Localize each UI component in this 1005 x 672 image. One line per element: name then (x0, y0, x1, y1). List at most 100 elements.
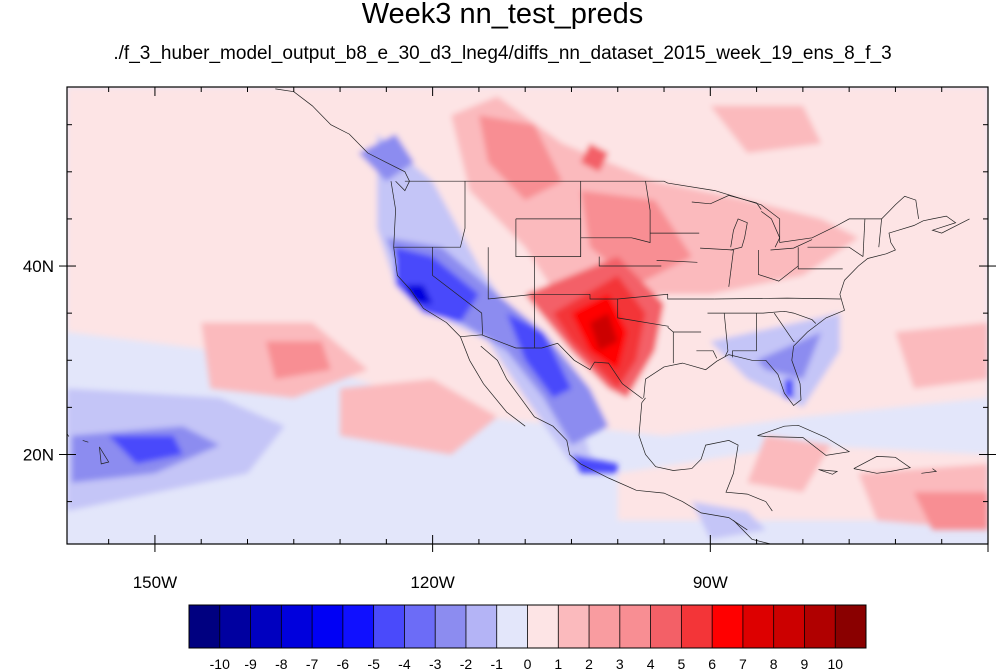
coastline-segment (99, 446, 110, 465)
coastline-segment (432, 247, 483, 335)
colorbar-swatch (312, 605, 344, 648)
coastline-segment (480, 345, 748, 531)
colorbar-swatch (558, 605, 590, 648)
coastline-segment (730, 218, 748, 251)
coastline-segment (760, 211, 781, 248)
coastline-segment (770, 239, 813, 251)
coastline-segment (773, 312, 795, 342)
colorbar-label: 2 (585, 656, 593, 672)
lat-label: 20N (23, 445, 54, 464)
colorbar-label: 5 (677, 656, 685, 672)
colorbar-label: 9 (801, 656, 809, 672)
colorbar-label: -7 (306, 656, 319, 672)
colorbar-swatch (650, 605, 682, 648)
coastline-segment (758, 250, 799, 282)
colorbar-label: -10 (210, 656, 230, 672)
coastline-segment (580, 181, 651, 243)
coastline-segment (707, 310, 817, 324)
colorbar-swatch (527, 605, 559, 648)
lon-label: 90W (693, 573, 728, 592)
lon-label: 120W (410, 573, 454, 592)
coastline-segment (390, 181, 526, 427)
coastline-segment (534, 256, 590, 295)
colorbar-swatch (681, 605, 713, 648)
colorbar-label: 4 (647, 656, 655, 672)
colorbar-label: 6 (708, 656, 716, 672)
coastline-segment (714, 297, 841, 300)
coastline-segment (818, 469, 839, 475)
coastline-segment (728, 249, 734, 287)
anomaly-patch (710, 105, 822, 153)
anomaly-field (67, 87, 988, 540)
colorbar-label: 1 (554, 656, 562, 672)
coastline-segment (878, 218, 882, 248)
lon-label: 150W (133, 573, 177, 592)
colorbar-label: -3 (429, 656, 442, 672)
anomaly-patch (756, 332, 822, 380)
colorbar-label: -1 (491, 656, 504, 672)
anomaly-patch (506, 313, 572, 398)
anomaly-patch (266, 341, 331, 380)
coastline-segment (638, 397, 773, 512)
coastline-segment (460, 334, 643, 400)
map-frame (66, 86, 989, 545)
colorbar-label: -6 (337, 656, 350, 672)
coastline-segment (275, 88, 410, 192)
coastline-segment (807, 246, 864, 257)
anomaly-patch (590, 313, 618, 351)
coastline-segment (732, 313, 757, 358)
coastline-segment (487, 247, 535, 348)
colorbar-label: -8 (275, 656, 288, 672)
colorbar-frame (188, 604, 867, 649)
colorbar-swatch (342, 605, 374, 648)
colorbar-swatch (189, 605, 221, 648)
colorbar-swatch (250, 605, 282, 648)
colorbar-label: -4 (398, 656, 411, 672)
anomaly-patch (571, 454, 618, 474)
colorbar-swatch (589, 605, 621, 648)
page-subtitle: ./f_3_huber_model_output_b8_e_30_d3_lneg… (113, 43, 892, 64)
coastline-segment (757, 424, 851, 456)
colorbar-swatch (465, 605, 498, 648)
colorbar-swatch (281, 605, 313, 648)
colorbar-label: -9 (244, 656, 257, 672)
coastline-segment (797, 247, 843, 270)
colorbar-label: -5 (367, 656, 380, 672)
anomaly-patch (451, 96, 859, 304)
coastline-segment (617, 293, 715, 300)
coastline-segment (733, 520, 771, 544)
anomaly-patch (478, 115, 563, 201)
anomaly-patch (747, 435, 831, 493)
lat-label: 40N (23, 257, 54, 276)
anomaly-patch (784, 379, 794, 398)
colorbar-swatch (435, 605, 467, 648)
coastline-segment (700, 247, 734, 251)
anomaly-patch (340, 379, 498, 455)
anomaly-patch (395, 247, 479, 323)
colorbar-swatch (804, 605, 836, 648)
colorbar-label: 8 (770, 656, 778, 672)
colorbar-label: 10 (827, 656, 843, 672)
coastline-segment (404, 180, 919, 243)
coastline-segment (723, 313, 729, 357)
colorbar-label: 0 (524, 656, 532, 672)
colorbar-label: 3 (616, 656, 624, 672)
coastline-segment (862, 218, 866, 257)
anomaly-patch (895, 322, 988, 389)
colorbar-swatch (219, 605, 251, 648)
coastline-segment (921, 468, 938, 474)
coastlines (67, 88, 970, 544)
colorbar-swatch (712, 605, 744, 648)
coastline-segment (691, 195, 762, 210)
coastline-segment (656, 260, 698, 263)
anomaly-patch (913, 492, 988, 530)
anomaly-patch (580, 143, 609, 172)
page-title: Week3 nn_test_preds (361, 0, 644, 30)
colorbar-label: 7 (739, 656, 747, 672)
colorbar-swatch (496, 605, 528, 648)
coastline-segment (393, 181, 466, 248)
colorbar-label: -2 (460, 656, 473, 672)
coastline-segment (643, 215, 970, 406)
coastline-segment (598, 256, 662, 267)
anomaly-patch (404, 284, 433, 304)
